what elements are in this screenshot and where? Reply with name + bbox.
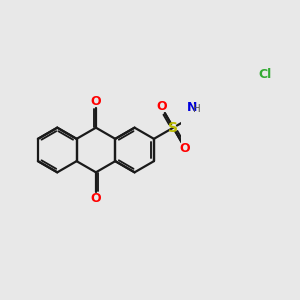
- Text: O: O: [91, 95, 101, 108]
- Text: H: H: [194, 104, 201, 114]
- Text: O: O: [91, 192, 101, 205]
- Text: O: O: [180, 142, 190, 155]
- Text: Cl: Cl: [259, 68, 272, 81]
- Text: N: N: [186, 101, 197, 114]
- Text: O: O: [156, 100, 166, 113]
- Text: S: S: [168, 121, 178, 135]
